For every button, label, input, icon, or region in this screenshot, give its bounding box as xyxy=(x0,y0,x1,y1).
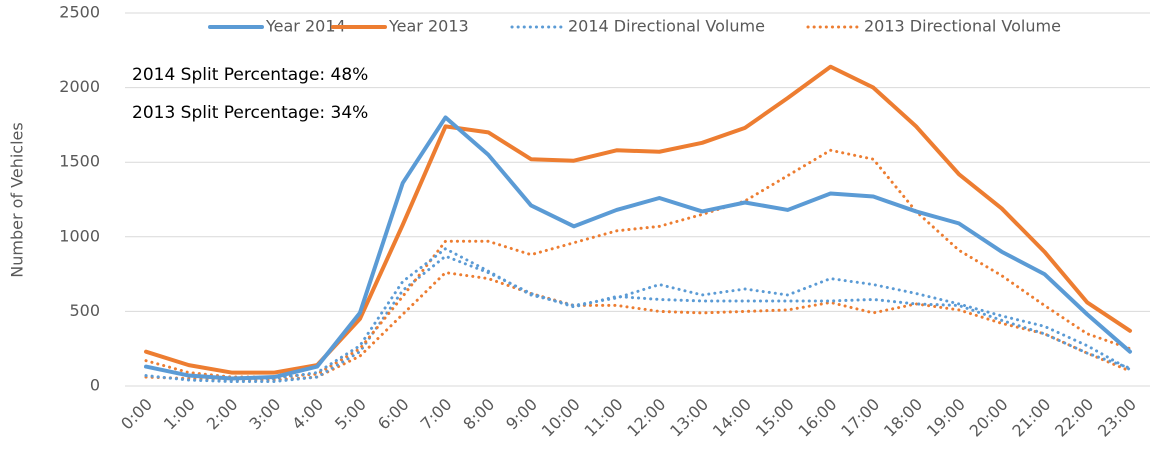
legend-label: Year 2013 xyxy=(388,17,469,36)
annotation: 2013 Split Percentage: 34% xyxy=(132,103,368,123)
annotation: 2014 Split Percentage: 48% xyxy=(132,65,368,85)
x-tick-label: 17:00 xyxy=(837,395,883,441)
x-tick-label: 13:00 xyxy=(666,395,712,441)
series-line xyxy=(144,271,1132,382)
x-tick-label: 10:00 xyxy=(538,395,584,441)
x-tick-label: 14:00 xyxy=(709,395,755,441)
series-line xyxy=(144,115,1132,381)
y-tick-label: 2500 xyxy=(59,3,100,22)
x-tick-label: 18:00 xyxy=(880,395,926,441)
x-tick-label: 12:00 xyxy=(623,395,669,441)
x-tick-label: 22:00 xyxy=(1051,395,1097,441)
y-tick-label: 2000 xyxy=(59,77,100,96)
x-tick-label: 20:00 xyxy=(966,395,1012,441)
x-tick-label: 6:00 xyxy=(374,395,413,434)
x-tick-label: 4:00 xyxy=(288,395,327,434)
y-axis-label: Number of Vehicles xyxy=(8,122,27,277)
x-tick-label: 21:00 xyxy=(1008,395,1054,441)
x-tick-label: 9:00 xyxy=(502,395,541,434)
y-tick-label: 500 xyxy=(69,301,100,320)
x-tick-label: 19:00 xyxy=(923,395,969,441)
legend-label: 2013 Directional Volume xyxy=(864,17,1061,36)
x-tick-label: 5:00 xyxy=(331,395,370,434)
legend-label: 2014 Directional Volume xyxy=(568,17,765,36)
legend-label: Year 2014 xyxy=(265,17,346,36)
x-tick-label: 1:00 xyxy=(160,395,199,434)
x-tick-label: 11:00 xyxy=(581,395,627,441)
series-line xyxy=(144,247,1132,381)
x-tick-label: 3:00 xyxy=(246,395,285,434)
x-tick-label: 7:00 xyxy=(417,395,456,434)
y-tick-label: 1500 xyxy=(59,152,100,171)
y-tick-label: 1000 xyxy=(59,226,100,245)
x-tick-label: 2:00 xyxy=(203,395,242,434)
x-tick-label: 15:00 xyxy=(752,395,798,441)
x-tick-label: 8:00 xyxy=(459,395,498,434)
y-tick-label: 0 xyxy=(90,376,100,395)
series-line xyxy=(144,254,1132,384)
x-tick-label: 16:00 xyxy=(794,395,840,441)
series-line xyxy=(144,148,1132,379)
x-tick-label: 23:00 xyxy=(1094,395,1140,441)
x-tick-label: 0:00 xyxy=(117,395,156,434)
